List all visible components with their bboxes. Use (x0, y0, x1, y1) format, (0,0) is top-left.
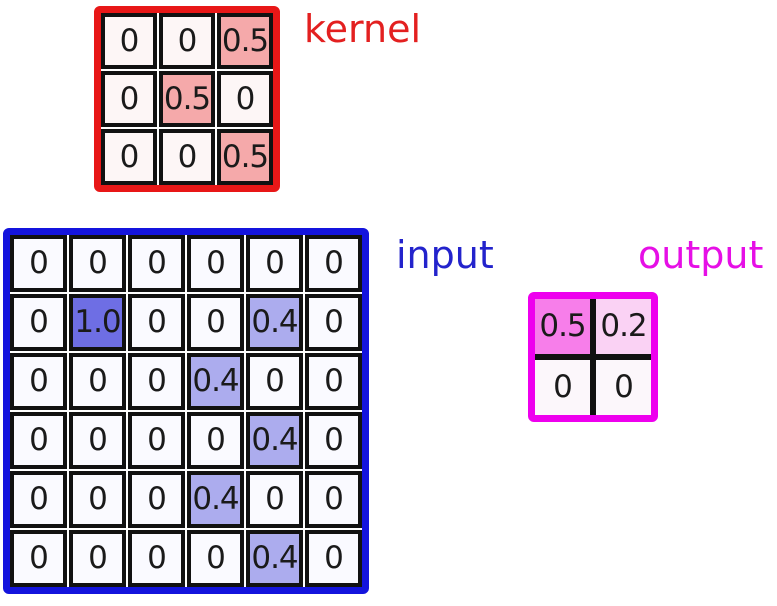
input-cell: 0 (69, 353, 126, 410)
input-cell: 0 (69, 412, 126, 469)
input-cell: 0 (128, 235, 185, 292)
input-cell: 0 (305, 530, 362, 587)
input-cell: 0 (305, 471, 362, 528)
input-grid: 0 0 0 0 0 0 0 1.0 0 0 0.4 0 0 0 0 0.4 0 … (3, 228, 369, 594)
input-cell: 0 (10, 412, 67, 469)
input-cell-highlighted: 0.4 (246, 412, 303, 469)
kernel-cell: 0 (217, 71, 273, 127)
kernel-cell: 0 (101, 71, 157, 127)
input-cell: 0 (187, 294, 244, 351)
kernel-cell: 0 (101, 13, 157, 69)
input-label: input (396, 233, 494, 277)
input-cell: 0 (187, 530, 244, 587)
input-cell: 0 (10, 530, 67, 587)
input-cell: 0 (128, 471, 185, 528)
output-cell-strong-highlighted: 0.5 (535, 299, 590, 354)
input-cell-highlighted: 0.4 (246, 294, 303, 351)
input-cell: 0 (69, 471, 126, 528)
input-cell: 0 (246, 353, 303, 410)
kernel-cell-highlighted: 0.5 (217, 13, 273, 69)
kernel-cell: 0 (159, 13, 215, 69)
output-grid: 0.5 0.2 0 0 (528, 292, 658, 422)
input-cell: 0 (10, 235, 67, 292)
input-cell: 0 (10, 471, 67, 528)
input-cell: 0 (10, 353, 67, 410)
input-cell: 0 (305, 235, 362, 292)
kernel-cell: 0 (159, 129, 215, 185)
input-cell: 0 (128, 294, 185, 351)
input-cell: 0 (128, 412, 185, 469)
input-cell-highlighted: 0.4 (187, 353, 244, 410)
input-cell: 0 (187, 412, 244, 469)
kernel-cell-highlighted: 0.5 (159, 71, 215, 127)
input-cell: 0 (305, 294, 362, 351)
output-cell-highlighted: 0.2 (596, 299, 651, 354)
input-cell-strong-highlighted: 1.0 (69, 294, 126, 351)
input-cell: 0 (128, 530, 185, 587)
output-label: output (638, 233, 764, 277)
kernel-grid: 0 0 0.5 0 0.5 0 0 0 0.5 (94, 6, 280, 192)
input-cell: 0 (305, 353, 362, 410)
input-cell: 0 (69, 235, 126, 292)
input-cell-highlighted: 0.4 (246, 530, 303, 587)
input-cell: 0 (187, 235, 244, 292)
kernel-label: kernel (304, 7, 422, 51)
input-cell: 0 (246, 235, 303, 292)
output-cell: 0 (596, 360, 651, 415)
input-cell: 0 (305, 412, 362, 469)
input-cell-highlighted: 0.4 (187, 471, 244, 528)
input-cell: 0 (128, 353, 185, 410)
input-cell: 0 (246, 471, 303, 528)
output-cell: 0 (535, 360, 590, 415)
input-cell: 0 (10, 294, 67, 351)
input-cell: 0 (69, 530, 126, 587)
kernel-cell: 0 (101, 129, 157, 185)
kernel-cell-highlighted: 0.5 (217, 129, 273, 185)
